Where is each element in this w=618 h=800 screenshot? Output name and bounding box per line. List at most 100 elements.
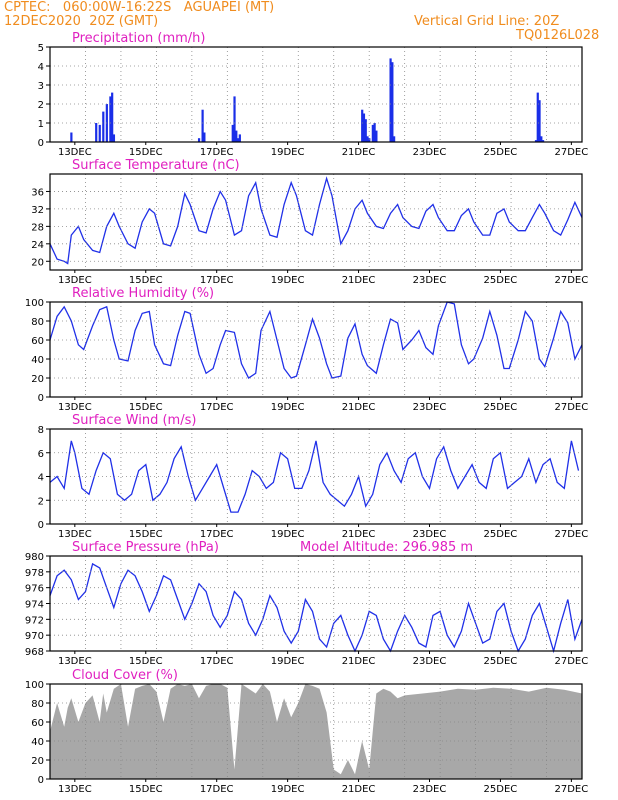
series-line-3 [49, 440, 580, 513]
xtick-label: 13DEC [58, 784, 92, 795]
panel-frame-3 [49, 428, 583, 525]
precip-bar [538, 100, 541, 142]
panel-title-1: Surface Temperature (nC) [72, 158, 240, 173]
series-line-2 [49, 301, 583, 379]
precip-bar [536, 92, 539, 142]
xtick-label: 19DEC [271, 402, 305, 413]
ytick-label: 80 [31, 317, 44, 328]
ytick-label: 40 [31, 737, 44, 748]
xtick-label: 21DEC [342, 656, 376, 667]
xtick-label: 15DEC [129, 402, 163, 413]
ytick-label: 0 [38, 775, 44, 786]
xtick-label: 25DEC [484, 529, 518, 540]
xtick-label: 17DEC [200, 784, 234, 795]
precip-bar [362, 113, 366, 142]
xtick-label: 23DEC [413, 147, 447, 158]
ytick-label: 24 [31, 240, 44, 251]
panel-title-2: Relative Humidity (%) [72, 286, 214, 301]
xtick-label: 23DEC [413, 402, 447, 413]
precip-bar [231, 124, 234, 142]
ytick-label: 80 [31, 699, 44, 710]
precip-bar [373, 123, 376, 142]
precip-bar [112, 134, 116, 142]
precip-bar [371, 124, 374, 142]
precip-bar [366, 136, 369, 142]
xtick-label: 25DEC [484, 402, 518, 413]
precip-bar [375, 130, 378, 142]
ytick-label: 32 [31, 205, 44, 216]
precip-bar [111, 92, 114, 142]
ytick-label: 976 [25, 584, 44, 595]
xtick-label: 25DEC [484, 784, 518, 795]
precip-bar [361, 109, 364, 142]
ytick-label: 36 [31, 187, 44, 198]
ytick-label: 968 [25, 647, 44, 658]
precip-bar [109, 96, 112, 142]
ytick-label: 6 [38, 449, 44, 460]
xtick-label: 25DEC [484, 147, 518, 158]
ytick-label: 20 [31, 257, 44, 268]
xtick-label: 15DEC [129, 656, 163, 667]
precip-bar [534, 140, 538, 142]
model-id: TQ0126L028 [516, 28, 600, 43]
ytick-label: 40 [31, 355, 44, 366]
xtick-label: 21DEC [342, 784, 376, 795]
ytick-label: 2 [38, 496, 44, 507]
xtick-label: 23DEC [413, 784, 447, 795]
xtick-label: 13DEC [58, 529, 92, 540]
xtick-label: 27DEC [554, 147, 588, 158]
panel-title-4: Surface Pressure (hPa) [72, 540, 219, 555]
ytick-label: 3 [38, 81, 44, 92]
precip-bar [235, 130, 238, 142]
xtick-label: 27DEC [554, 656, 588, 667]
precip-bar [70, 132, 73, 142]
xtick-label: 25DEC [484, 656, 518, 667]
xtick-label: 15DEC [129, 147, 163, 158]
ytick-label: 100 [25, 680, 44, 691]
grid-line-note: Vertical Grid Line: 20Z [414, 14, 560, 29]
precip-bar [203, 132, 206, 142]
xtick-label: 13DEC [58, 275, 92, 286]
ytick-label: 1 [38, 119, 44, 130]
xtick-label: 15DEC [129, 529, 163, 540]
precip-bar [95, 123, 98, 142]
ytick-label: 20 [31, 756, 44, 767]
ytick-label: 5 [38, 43, 44, 54]
precip-bar [238, 134, 241, 142]
precip-bar [368, 138, 371, 142]
xtick-label: 13DEC [58, 147, 92, 158]
xtick-label: 15DEC [129, 784, 163, 795]
ytick-label: 974 [25, 600, 44, 611]
xtick-label: 27DEC [554, 275, 588, 286]
xtick-label: 23DEC [413, 656, 447, 667]
xtick-label: 23DEC [413, 529, 447, 540]
xtick-label: 21DEC [342, 529, 376, 540]
series-line-4 [49, 562, 583, 654]
ytick-label: 0 [38, 520, 44, 531]
panel-frame-0 [49, 46, 583, 143]
ytick-label: 978 [25, 568, 44, 579]
xtick-label: 19DEC [271, 275, 305, 286]
precip-bar [393, 136, 396, 142]
ytick-label: 20 [31, 374, 44, 385]
ytick-label: 28 [31, 222, 44, 233]
series-line-1 [49, 176, 583, 265]
ytick-label: 0 [38, 393, 44, 404]
ytick-label: 2 [38, 100, 44, 111]
xtick-label: 23DEC [413, 275, 447, 286]
xtick-label: 17DEC [200, 275, 234, 286]
xtick-label: 13DEC [58, 656, 92, 667]
xtick-label: 13DEC [58, 402, 92, 413]
xtick-label: 27DEC [554, 402, 588, 413]
precip-bar [540, 136, 543, 142]
xtick-label: 27DEC [554, 784, 588, 795]
panel-title-0: Precipitation (mm/h) [72, 31, 205, 46]
precip-bar [197, 138, 201, 142]
precip-bar [233, 96, 236, 142]
xtick-label: 17DEC [200, 656, 234, 667]
precip-bar [364, 119, 367, 142]
panel-title-3: Surface Wind (m/s) [72, 413, 196, 428]
date-header: 12DEC2020 20Z (GMT) [4, 14, 159, 29]
xtick-label: 19DEC [271, 784, 305, 795]
